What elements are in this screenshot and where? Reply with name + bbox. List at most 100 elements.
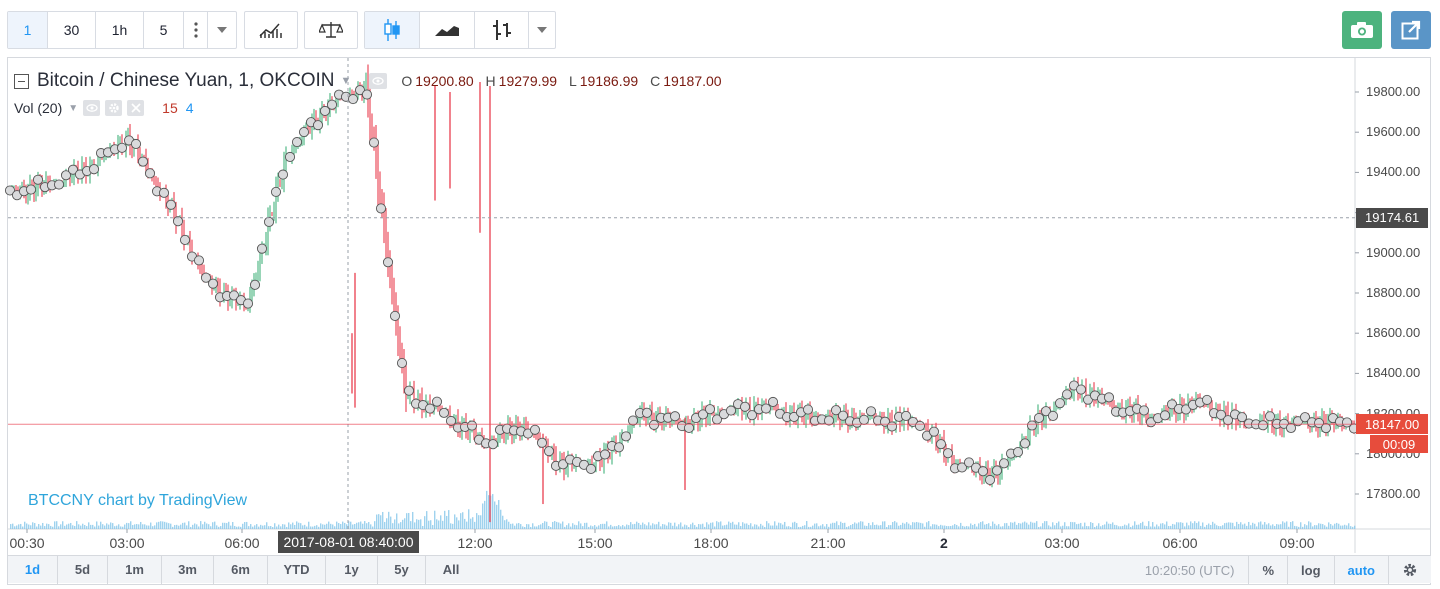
volume-bar bbox=[1118, 526, 1120, 529]
chart-style-group bbox=[364, 11, 556, 49]
volume-bar bbox=[712, 522, 714, 529]
volume-bar bbox=[646, 525, 648, 529]
volume-bar bbox=[1152, 522, 1154, 529]
chart-watermark[interactable]: BTCCNY chart by TradingView bbox=[28, 492, 248, 509]
indicators-icon[interactable] bbox=[245, 12, 297, 48]
area-chart-icon[interactable] bbox=[420, 12, 475, 48]
volume-bar bbox=[320, 523, 322, 529]
interval-1h-button[interactable]: 1h bbox=[96, 12, 144, 48]
volume-bar bbox=[536, 526, 538, 529]
price-marker bbox=[704, 404, 716, 415]
volume-bar bbox=[260, 524, 262, 529]
volume-bar bbox=[636, 521, 638, 529]
volume-bar bbox=[538, 525, 540, 529]
volume-bar bbox=[906, 522, 908, 529]
range-1d-button[interactable]: 1d bbox=[8, 555, 58, 584]
candles-icon[interactable] bbox=[365, 12, 420, 48]
chevron-down-icon[interactable] bbox=[529, 12, 555, 48]
bars-icon[interactable] bbox=[475, 12, 529, 48]
range-1m-button[interactable]: 1m bbox=[108, 555, 162, 584]
price-marker bbox=[886, 421, 898, 432]
volume-bar bbox=[154, 525, 156, 529]
compare-icon[interactable] bbox=[305, 12, 357, 48]
volume-bar bbox=[240, 526, 242, 529]
gear-icon[interactable] bbox=[1389, 556, 1431, 584]
volume-bar bbox=[1314, 525, 1316, 529]
chevron-down-icon[interactable]: ▼ bbox=[68, 102, 79, 114]
volume-bar bbox=[790, 526, 792, 529]
volume-bar bbox=[1036, 521, 1038, 529]
percent-toggle[interactable]: % bbox=[1249, 556, 1289, 584]
volume-bar bbox=[624, 526, 626, 529]
price-marker bbox=[1320, 423, 1332, 434]
volume-bar bbox=[284, 524, 286, 529]
volume-bar bbox=[24, 521, 26, 529]
interval-1-button[interactable]: 1 bbox=[8, 12, 48, 48]
volume-bar bbox=[808, 526, 810, 529]
price-marker bbox=[1299, 412, 1311, 423]
volume-bar bbox=[108, 524, 110, 529]
range-ytd-button[interactable]: YTD bbox=[268, 555, 326, 584]
chevron-down-icon[interactable] bbox=[208, 12, 236, 48]
volume-bar bbox=[1048, 525, 1050, 529]
volume-bar bbox=[622, 525, 624, 529]
price-marker bbox=[942, 448, 954, 459]
log-toggle[interactable]: log bbox=[1288, 556, 1335, 584]
more-vertical-icon[interactable] bbox=[184, 12, 208, 48]
volume-bar bbox=[280, 526, 282, 529]
volume-bar bbox=[228, 521, 230, 529]
range-5y-button[interactable]: 5y bbox=[378, 555, 426, 584]
volume-bar bbox=[888, 525, 890, 529]
volume-bar bbox=[364, 521, 366, 529]
volume-bar bbox=[1114, 524, 1116, 529]
volume-bar bbox=[242, 523, 244, 529]
utc-clock[interactable]: 10:20:50 (UTC) bbox=[1131, 556, 1250, 584]
volume-bar bbox=[766, 521, 768, 529]
range-5d-button[interactable]: 5d bbox=[58, 555, 108, 584]
range-all-button[interactable]: All bbox=[442, 562, 460, 577]
volume-bar bbox=[88, 522, 90, 529]
range-6m-button[interactable]: 6m bbox=[214, 555, 268, 584]
volume-bar bbox=[882, 521, 884, 529]
volume-bar bbox=[1130, 526, 1132, 529]
volume-bar bbox=[842, 523, 844, 529]
volume-bar bbox=[418, 519, 420, 529]
volume-bar bbox=[730, 522, 732, 529]
volume-bar bbox=[1354, 525, 1356, 529]
volume-bar bbox=[626, 524, 628, 529]
volume-bar bbox=[208, 524, 210, 529]
eye-icon[interactable] bbox=[369, 73, 388, 89]
range-3m-button[interactable]: 3m bbox=[162, 555, 214, 584]
volume-title[interactable]: Vol (20) bbox=[14, 100, 63, 116]
chevron-down-icon[interactable]: ▼ bbox=[340, 75, 352, 87]
volume-bar bbox=[60, 524, 62, 529]
time-tick-label: 15:00 bbox=[577, 535, 613, 551]
auto-toggle[interactable]: auto bbox=[1335, 556, 1389, 584]
camera-icon[interactable] bbox=[1342, 11, 1382, 49]
interval-5-button[interactable]: 5 bbox=[144, 12, 184, 48]
interval-30-button[interactable]: 30 bbox=[48, 12, 96, 48]
volume-bar bbox=[870, 525, 872, 529]
volume-bar bbox=[878, 525, 880, 529]
volume-bar bbox=[1134, 521, 1136, 529]
price-marker bbox=[963, 457, 975, 468]
collapse-icon[interactable] bbox=[14, 73, 29, 89]
eye-icon[interactable] bbox=[83, 100, 101, 116]
volume-bar bbox=[1098, 523, 1100, 529]
symbol-title[interactable]: Bitcoin / Chinese Yuan, 1, OKCOIN bbox=[37, 70, 335, 91]
gear-icon[interactable] bbox=[105, 100, 123, 116]
volume-bar bbox=[198, 526, 200, 529]
volume-bar bbox=[618, 525, 620, 529]
price-marker bbox=[4, 185, 16, 196]
volume-bar bbox=[578, 521, 580, 529]
volume-bar bbox=[816, 523, 818, 529]
close-icon[interactable] bbox=[127, 100, 145, 116]
range-1y-button[interactable]: 1y bbox=[326, 555, 378, 584]
popout-icon[interactable] bbox=[1391, 11, 1431, 49]
price-marker bbox=[641, 407, 653, 418]
volume-bar bbox=[874, 524, 876, 529]
price-marker bbox=[830, 405, 842, 416]
volume-bar bbox=[694, 525, 696, 529]
volume-bar bbox=[1320, 523, 1322, 529]
